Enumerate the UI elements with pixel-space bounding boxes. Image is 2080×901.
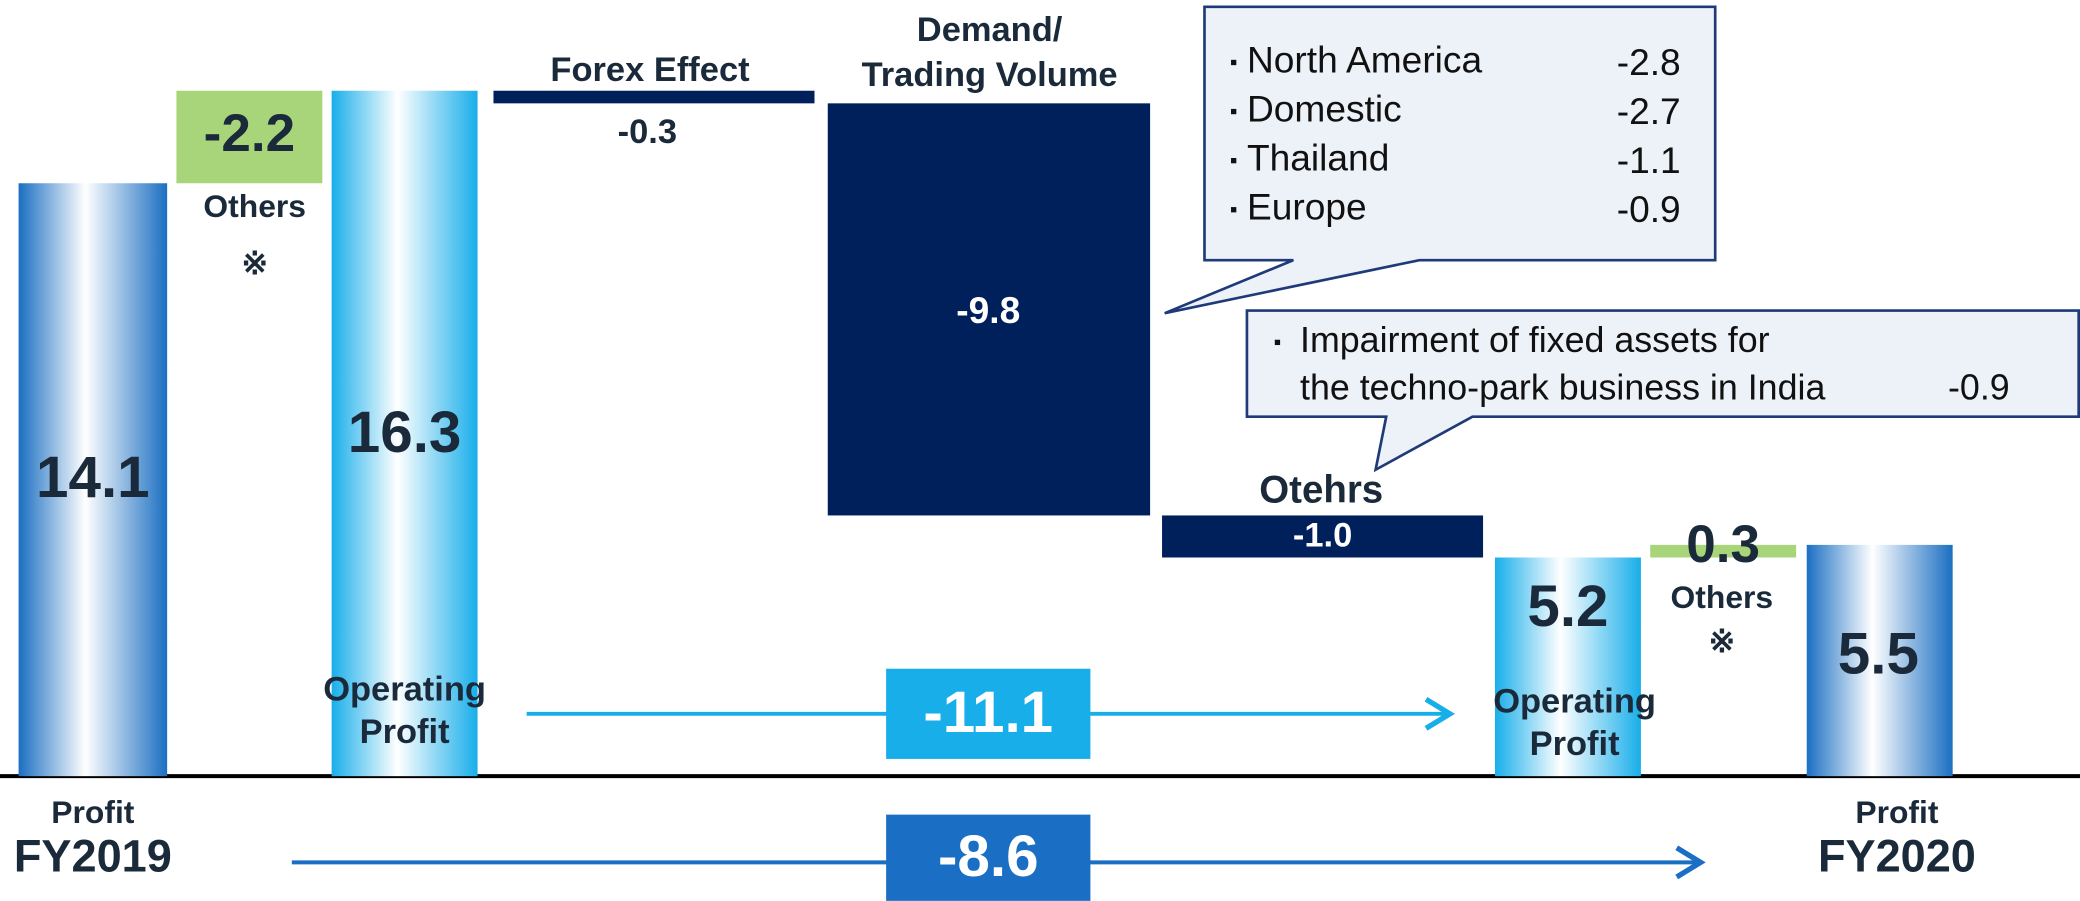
bar-label: Forex Effect (550, 51, 750, 89)
callout-item-name: Thailand (1247, 136, 1389, 178)
bar-label: FY2020 (1818, 831, 1976, 882)
value-label: 16.3 (348, 400, 462, 465)
bar-label: Others (203, 188, 306, 224)
callout-box (1245, 309, 2080, 473)
bar (1806, 544, 1953, 777)
callout-item-name: Europe (1247, 186, 1367, 228)
callout-item-name: Domestic (1247, 87, 1402, 129)
change-box (886, 668, 1091, 759)
bar-label: Operating (323, 670, 486, 708)
bar (1162, 515, 1484, 558)
bullet (1274, 339, 1281, 346)
callout-value: -0.9 (1948, 368, 2010, 408)
value-label: 0.3 (1686, 515, 1760, 574)
bar-label: ※ (241, 245, 268, 281)
value-label: -2.2 (204, 104, 295, 163)
bar-label: Operating (1493, 682, 1656, 720)
bar-label: Trading Volume (862, 56, 1118, 94)
arrow-head (1675, 845, 1706, 880)
value-label: -9.8 (956, 289, 1020, 331)
value-label: 5.5 (1838, 622, 1919, 687)
change-value: -11.1 (923, 680, 1053, 745)
bullet (1231, 108, 1237, 115)
bar-label: Profit (51, 794, 134, 830)
value-label: -1.0 (1293, 516, 1352, 554)
arrow-head (1424, 696, 1455, 731)
callout-item-value: -2.7 (1617, 90, 1681, 132)
bullet (1231, 59, 1237, 66)
callout-line: the techno-park business in India (1300, 368, 1825, 408)
bar (331, 90, 478, 777)
value-label: 5.2 (1527, 574, 1608, 639)
bar (1650, 544, 1797, 558)
bar (18, 183, 168, 777)
bar (176, 90, 323, 184)
callout-item-value: -0.9 (1617, 188, 1681, 230)
bar-label: Profit (1530, 725, 1621, 763)
bar-label: Profit (360, 713, 451, 751)
bullet (1231, 158, 1237, 164)
callout-box (1164, 5, 1717, 315)
change-box (886, 814, 1091, 901)
callout-item-name: North America (1247, 38, 1483, 80)
bar-label: Others (1671, 579, 1774, 615)
value-label: 14.1 (36, 445, 150, 510)
bar (1495, 557, 1641, 777)
bar-label: Profit (1855, 794, 1938, 830)
bar (827, 103, 1151, 516)
bar-label: FY2019 (14, 831, 172, 882)
change-value: -8.6 (938, 824, 1039, 889)
bar (493, 90, 815, 104)
callout-item-value: -1.1 (1617, 139, 1681, 181)
value-label: -0.3 (618, 113, 677, 151)
callout-line: Impairment of fixed assets for (1300, 320, 1770, 360)
bar-label: Demand/ (917, 11, 1063, 49)
bar-label: ※ (1709, 623, 1736, 659)
bar-label: Otehrs (1259, 468, 1383, 511)
callout-item-value: -2.8 (1617, 41, 1681, 83)
bullet (1231, 207, 1237, 213)
